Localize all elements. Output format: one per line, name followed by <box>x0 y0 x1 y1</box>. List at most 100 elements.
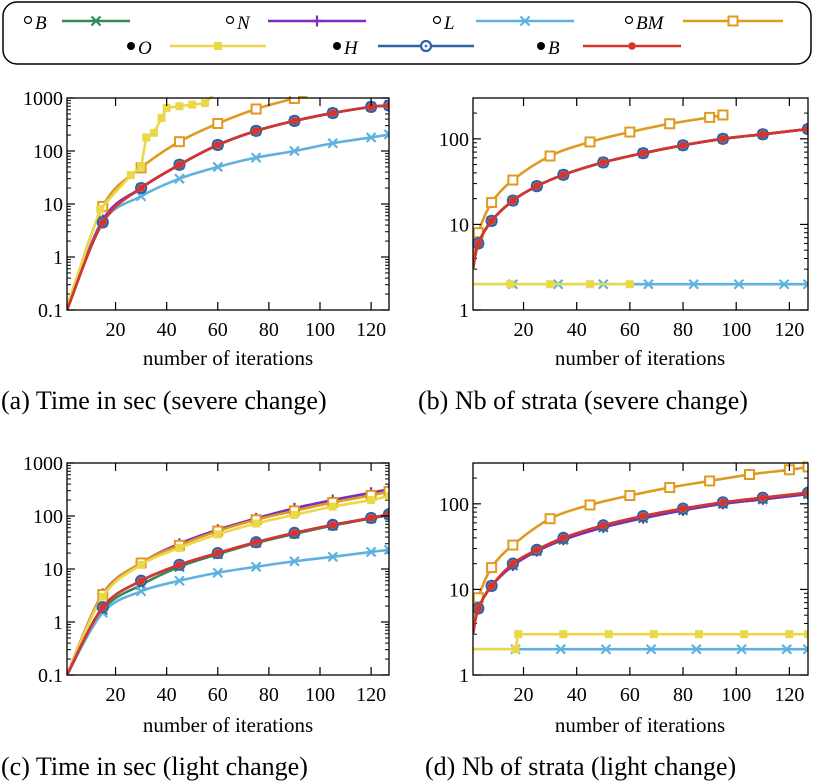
filled-square-marker <box>252 519 261 528</box>
filled-square-marker <box>201 99 209 108</box>
dot-marker <box>98 218 107 227</box>
panel-d: (d) Nb of strata (light change) number o… <box>425 461 809 781</box>
filled-square-marker <box>290 510 299 519</box>
x-tick-label: 60 <box>620 319 640 341</box>
data-point <box>367 514 375 522</box>
data-point <box>511 645 520 654</box>
data-point <box>135 585 147 597</box>
dot-marker <box>719 135 727 143</box>
data-point <box>664 118 676 130</box>
legend-line-oL <box>476 15 574 27</box>
x-axis-label: number of iterations <box>555 713 725 737</box>
x-marker <box>327 137 339 149</box>
x-marker <box>802 643 808 655</box>
x-tick-label: 40 <box>567 684 587 706</box>
dot-marker <box>559 534 568 542</box>
filled-square-marker <box>367 496 376 505</box>
data-point <box>546 280 555 289</box>
x-ticks: 20 40 60 80 100 120 <box>106 463 386 706</box>
data-point <box>486 197 498 209</box>
x-marker <box>174 575 185 587</box>
x-ticks: 20 40 60 80 100 120 <box>106 98 386 341</box>
legend: B N L BM O H B <box>2 1 812 65</box>
square-marker <box>544 150 556 162</box>
square-marker <box>584 136 596 148</box>
panel-b: (b) Nb of strata (severe change) number … <box>418 97 809 415</box>
x-marker <box>733 278 745 290</box>
data-point <box>175 561 184 569</box>
filled-square-marker <box>213 530 222 539</box>
series-fB <box>67 101 389 311</box>
filled-square-marker <box>649 630 658 639</box>
data-point <box>383 544 389 556</box>
data-point <box>137 576 145 585</box>
data-point <box>778 278 790 290</box>
data-point <box>289 145 300 157</box>
dot-marker <box>213 141 222 149</box>
data-point <box>802 461 808 473</box>
square-marker <box>486 197 498 209</box>
data-point <box>625 280 634 289</box>
data-point <box>98 592 107 601</box>
data-point <box>162 103 171 112</box>
dot-marker <box>487 582 496 590</box>
filled-square-marker <box>585 280 594 289</box>
square-marker <box>727 15 739 27</box>
y-tick-label: 10 <box>449 579 469 601</box>
series-group <box>473 109 808 290</box>
data-point <box>367 496 376 505</box>
square-marker <box>717 109 729 121</box>
data-point <box>201 99 209 108</box>
series-oN <box>473 123 808 270</box>
x-marker <box>383 129 389 140</box>
series-group <box>67 96 389 311</box>
legend-entry-oBM: BM <box>624 13 783 34</box>
data-point <box>785 630 794 639</box>
dot-marker <box>328 521 337 529</box>
x-axis-label: number of iterations <box>143 713 313 737</box>
data-point <box>514 630 523 639</box>
legend-line-oN <box>268 15 366 27</box>
x-marker <box>250 561 262 573</box>
legend-line-fO <box>170 42 266 50</box>
legend-label: BM <box>636 13 665 34</box>
data-point <box>600 643 612 655</box>
x-axis-label: number of iterations <box>143 346 313 370</box>
legend-label: N <box>236 13 251 34</box>
data-point <box>585 280 594 289</box>
legend-entry-fO: O <box>127 38 266 59</box>
series-line-oBM <box>473 465 808 624</box>
x-marker <box>688 278 699 290</box>
series-oBM <box>473 109 729 259</box>
y-tick-label: 0.1 <box>38 665 63 687</box>
x-tick-label: 80 <box>673 684 693 706</box>
series-line-fO <box>473 632 808 651</box>
dot-marker <box>759 130 767 139</box>
data-point <box>804 125 808 133</box>
data-point <box>142 133 151 142</box>
x-marker <box>365 546 377 558</box>
square-marker <box>704 475 716 487</box>
data-point <box>252 538 260 547</box>
filled-square-marker <box>385 491 389 500</box>
data-point <box>643 278 654 290</box>
dot-marker <box>213 549 222 557</box>
x-tick-label: 40 <box>157 319 177 341</box>
series-fO <box>67 491 389 676</box>
plot-frame <box>66 462 390 676</box>
circle-marker-center <box>424 44 428 48</box>
data-point <box>719 135 727 143</box>
data-point <box>599 158 608 167</box>
x-ticks: 20 40 60 80 100 120 <box>514 98 804 341</box>
dot-marker <box>328 109 337 117</box>
filled-square-marker <box>96 205 105 214</box>
x-marker <box>645 643 657 655</box>
x-tick-label: 40 <box>567 319 587 341</box>
dot-marker <box>290 529 299 537</box>
data-point <box>804 488 808 497</box>
dot-marker <box>137 184 145 192</box>
square-marker <box>624 126 636 138</box>
x-tick-label: 80 <box>259 684 279 706</box>
series-fB <box>67 510 389 676</box>
x-tick-label: 20 <box>106 319 126 341</box>
